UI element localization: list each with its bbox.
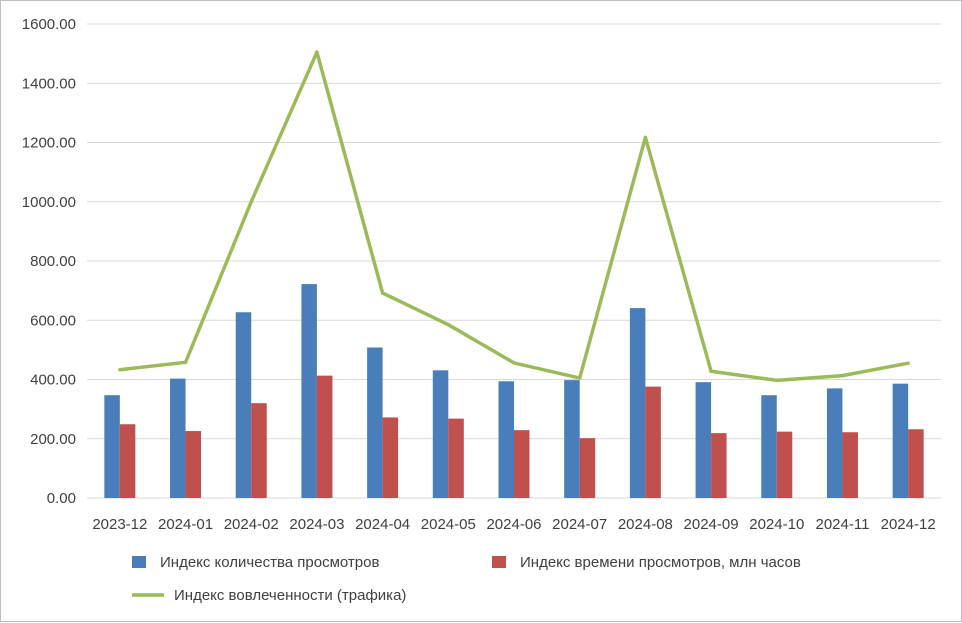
y-tick-label: 200.00 — [30, 431, 76, 448]
x-tick-label: 2024-05 — [421, 516, 476, 533]
bar-views-2024-02 — [235, 312, 252, 498]
point-engagement-2023-12 — [118, 367, 122, 372]
bar-views-2024-08 — [629, 308, 646, 498]
point-engagement-2024-03 — [315, 50, 319, 54]
point-engagement-2024-06 — [512, 361, 516, 365]
bar-watch-time-2024-11 — [842, 432, 858, 498]
bar-views-2024-06 — [498, 381, 514, 498]
bar-watch-time-2024-09 — [711, 433, 727, 498]
bar-views-2024-12 — [892, 383, 909, 498]
point-engagement-2024-01 — [183, 360, 188, 365]
x-tick-label: 2024-09 — [684, 516, 739, 533]
x-tick-label: 2023-12 — [92, 516, 147, 533]
y-tick-label: 600.00 — [30, 312, 76, 329]
bar-watch-time-2024-07 — [579, 438, 596, 498]
x-tick-label: 2024-07 — [552, 516, 607, 533]
legend-label: Индекс количества просмотров — [160, 554, 379, 571]
point-engagement-2024-08 — [643, 135, 648, 140]
bar-watch-time-2024-04 — [382, 417, 399, 498]
bar-views-2024-07 — [564, 380, 580, 498]
legend-label: Индекс времени просмотров, млн часов — [520, 554, 801, 571]
x-tick-label: 2024-11 — [815, 516, 869, 533]
x-tick-label: 2024-01 — [158, 516, 213, 533]
x-tick-label: 2024-04 — [355, 516, 410, 533]
bar-watch-time-2024-02 — [251, 403, 267, 498]
point-engagement-2024-12 — [906, 361, 910, 365]
bar-watch-time-2024-08 — [645, 386, 661, 498]
x-tick-label: 2024-10 — [749, 516, 804, 533]
point-engagement-2024-02 — [249, 200, 253, 204]
y-tick-label: 1000.00 — [22, 194, 76, 211]
bar-views-2024-11 — [826, 388, 843, 498]
gridlines — [87, 23, 941, 499]
bar-views-2024-05 — [432, 370, 449, 498]
y-tick-label: 1400.00 — [22, 75, 76, 92]
bar-watch-time-2024-05 — [448, 418, 464, 498]
bar-watch-time-2024-10 — [776, 431, 793, 498]
x-tick-label: 2024-03 — [289, 516, 344, 533]
bars — [104, 284, 924, 498]
bar-watch-time-2024-01 — [185, 431, 202, 498]
bar-views-2024-04 — [367, 347, 383, 498]
x-axis-ticks: 2023-12 2024-01 2024-02 2024-03 2024-04 2024-… — [92, 516, 935, 533]
point-engagement-2024-07 — [577, 376, 582, 380]
line-series — [118, 50, 910, 383]
bar-views-2024-10 — [761, 395, 777, 498]
y-tick-label: 800.00 — [30, 253, 76, 270]
bar-views-2024-09 — [695, 382, 712, 498]
y-axis-ticks: 0.00 200.00 400.00 600.00 800.00 1000.00 1200.… — [22, 16, 76, 507]
x-tick-label: 2024-02 — [224, 516, 279, 533]
legend: Индекс количества просмотров Индекс време… — [132, 554, 801, 604]
point-engagement-2024-11 — [840, 373, 845, 378]
point-engagement-2024-04 — [380, 291, 385, 295]
y-tick-label: 400.00 — [30, 372, 76, 389]
legend-swatch-0 — [132, 556, 146, 568]
point-engagement-2024-10 — [775, 378, 779, 383]
bar-views-2023-12 — [104, 395, 120, 498]
x-tick-label: 2024-06 — [486, 516, 541, 533]
point-engagement-2024-09 — [709, 369, 713, 373]
x-tick-label: 2024-08 — [618, 516, 673, 533]
y-tick-label: 1600.00 — [22, 16, 76, 33]
bar-views-2024-03 — [301, 284, 317, 498]
y-tick-label: 0.00 — [47, 490, 76, 507]
bar-views-2024-01 — [170, 378, 186, 498]
legend-label: Индекс вовлеченности (трафика) — [174, 587, 406, 604]
bar-watch-time-2024-03 — [316, 375, 333, 498]
point-engagement-2024-05 — [446, 322, 451, 327]
legend-swatch-1 — [492, 556, 506, 568]
bar-watch-time-2024-12 — [908, 429, 924, 498]
x-tick-label: 2024-12 — [881, 516, 936, 533]
bar-watch-time-2024-06 — [514, 430, 530, 498]
y-tick-label: 1200.00 — [22, 135, 76, 152]
bar-watch-time-2023-12 — [119, 424, 136, 498]
